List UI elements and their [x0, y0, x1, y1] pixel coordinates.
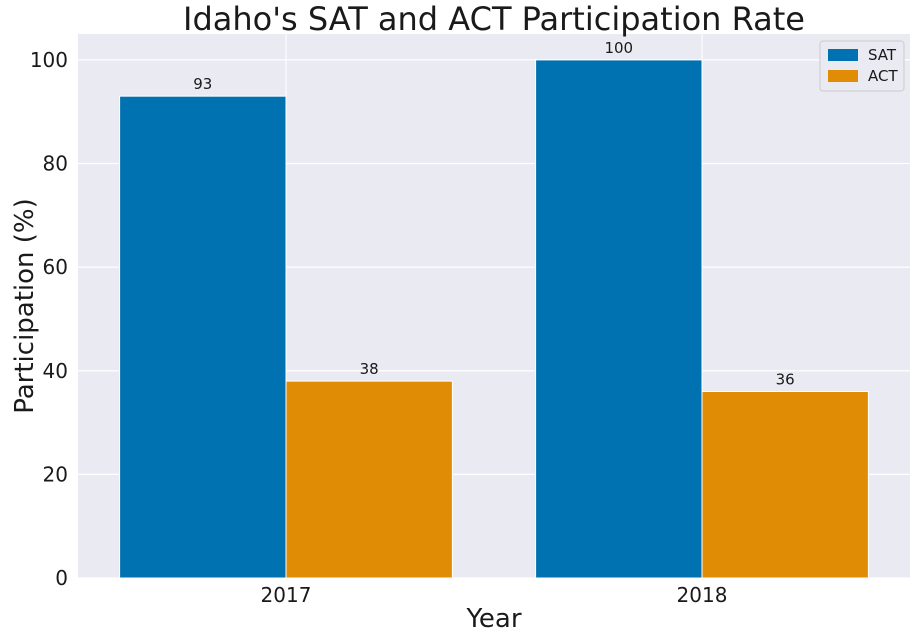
chart-title: Idaho's SAT and ACT Participation Rate — [183, 0, 805, 38]
data-label-sat-2017: 93 — [193, 75, 212, 93]
x-tick-label: 2017 — [261, 583, 312, 607]
y-tick-label: 40 — [43, 359, 68, 383]
bar-sat-2017 — [119, 95, 287, 579]
y-tick-label: 20 — [43, 462, 68, 486]
bars — [119, 59, 869, 579]
legend: SAT ACT — [819, 40, 905, 92]
bar-act-2017 — [285, 380, 453, 579]
y-tick-label: 80 — [43, 152, 68, 176]
legend-label-act: ACT — [868, 67, 898, 85]
legend-label-sat: SAT — [868, 46, 897, 64]
data-label-act-2017: 38 — [360, 360, 379, 378]
data-labels: 93 100 38 36 — [193, 39, 794, 389]
y-tick-label: 60 — [43, 255, 68, 279]
legend-swatch-act — [828, 70, 858, 82]
y-tick-label: 100 — [30, 48, 68, 72]
data-label-act-2018: 36 — [776, 370, 795, 388]
legend-swatch-sat — [828, 49, 858, 61]
data-label-sat-2018: 100 — [604, 39, 633, 57]
tick-labels: 0 20 40 60 80 100 2017 2018 — [30, 48, 728, 607]
bar-act-2018 — [701, 390, 869, 579]
y-axis-label: Participation (%) — [10, 198, 40, 414]
x-tick-label: 2018 — [677, 583, 728, 607]
x-axis-label: Year — [465, 604, 521, 634]
y-tick-label: 0 — [55, 566, 68, 590]
bar-sat-2018 — [535, 59, 703, 579]
